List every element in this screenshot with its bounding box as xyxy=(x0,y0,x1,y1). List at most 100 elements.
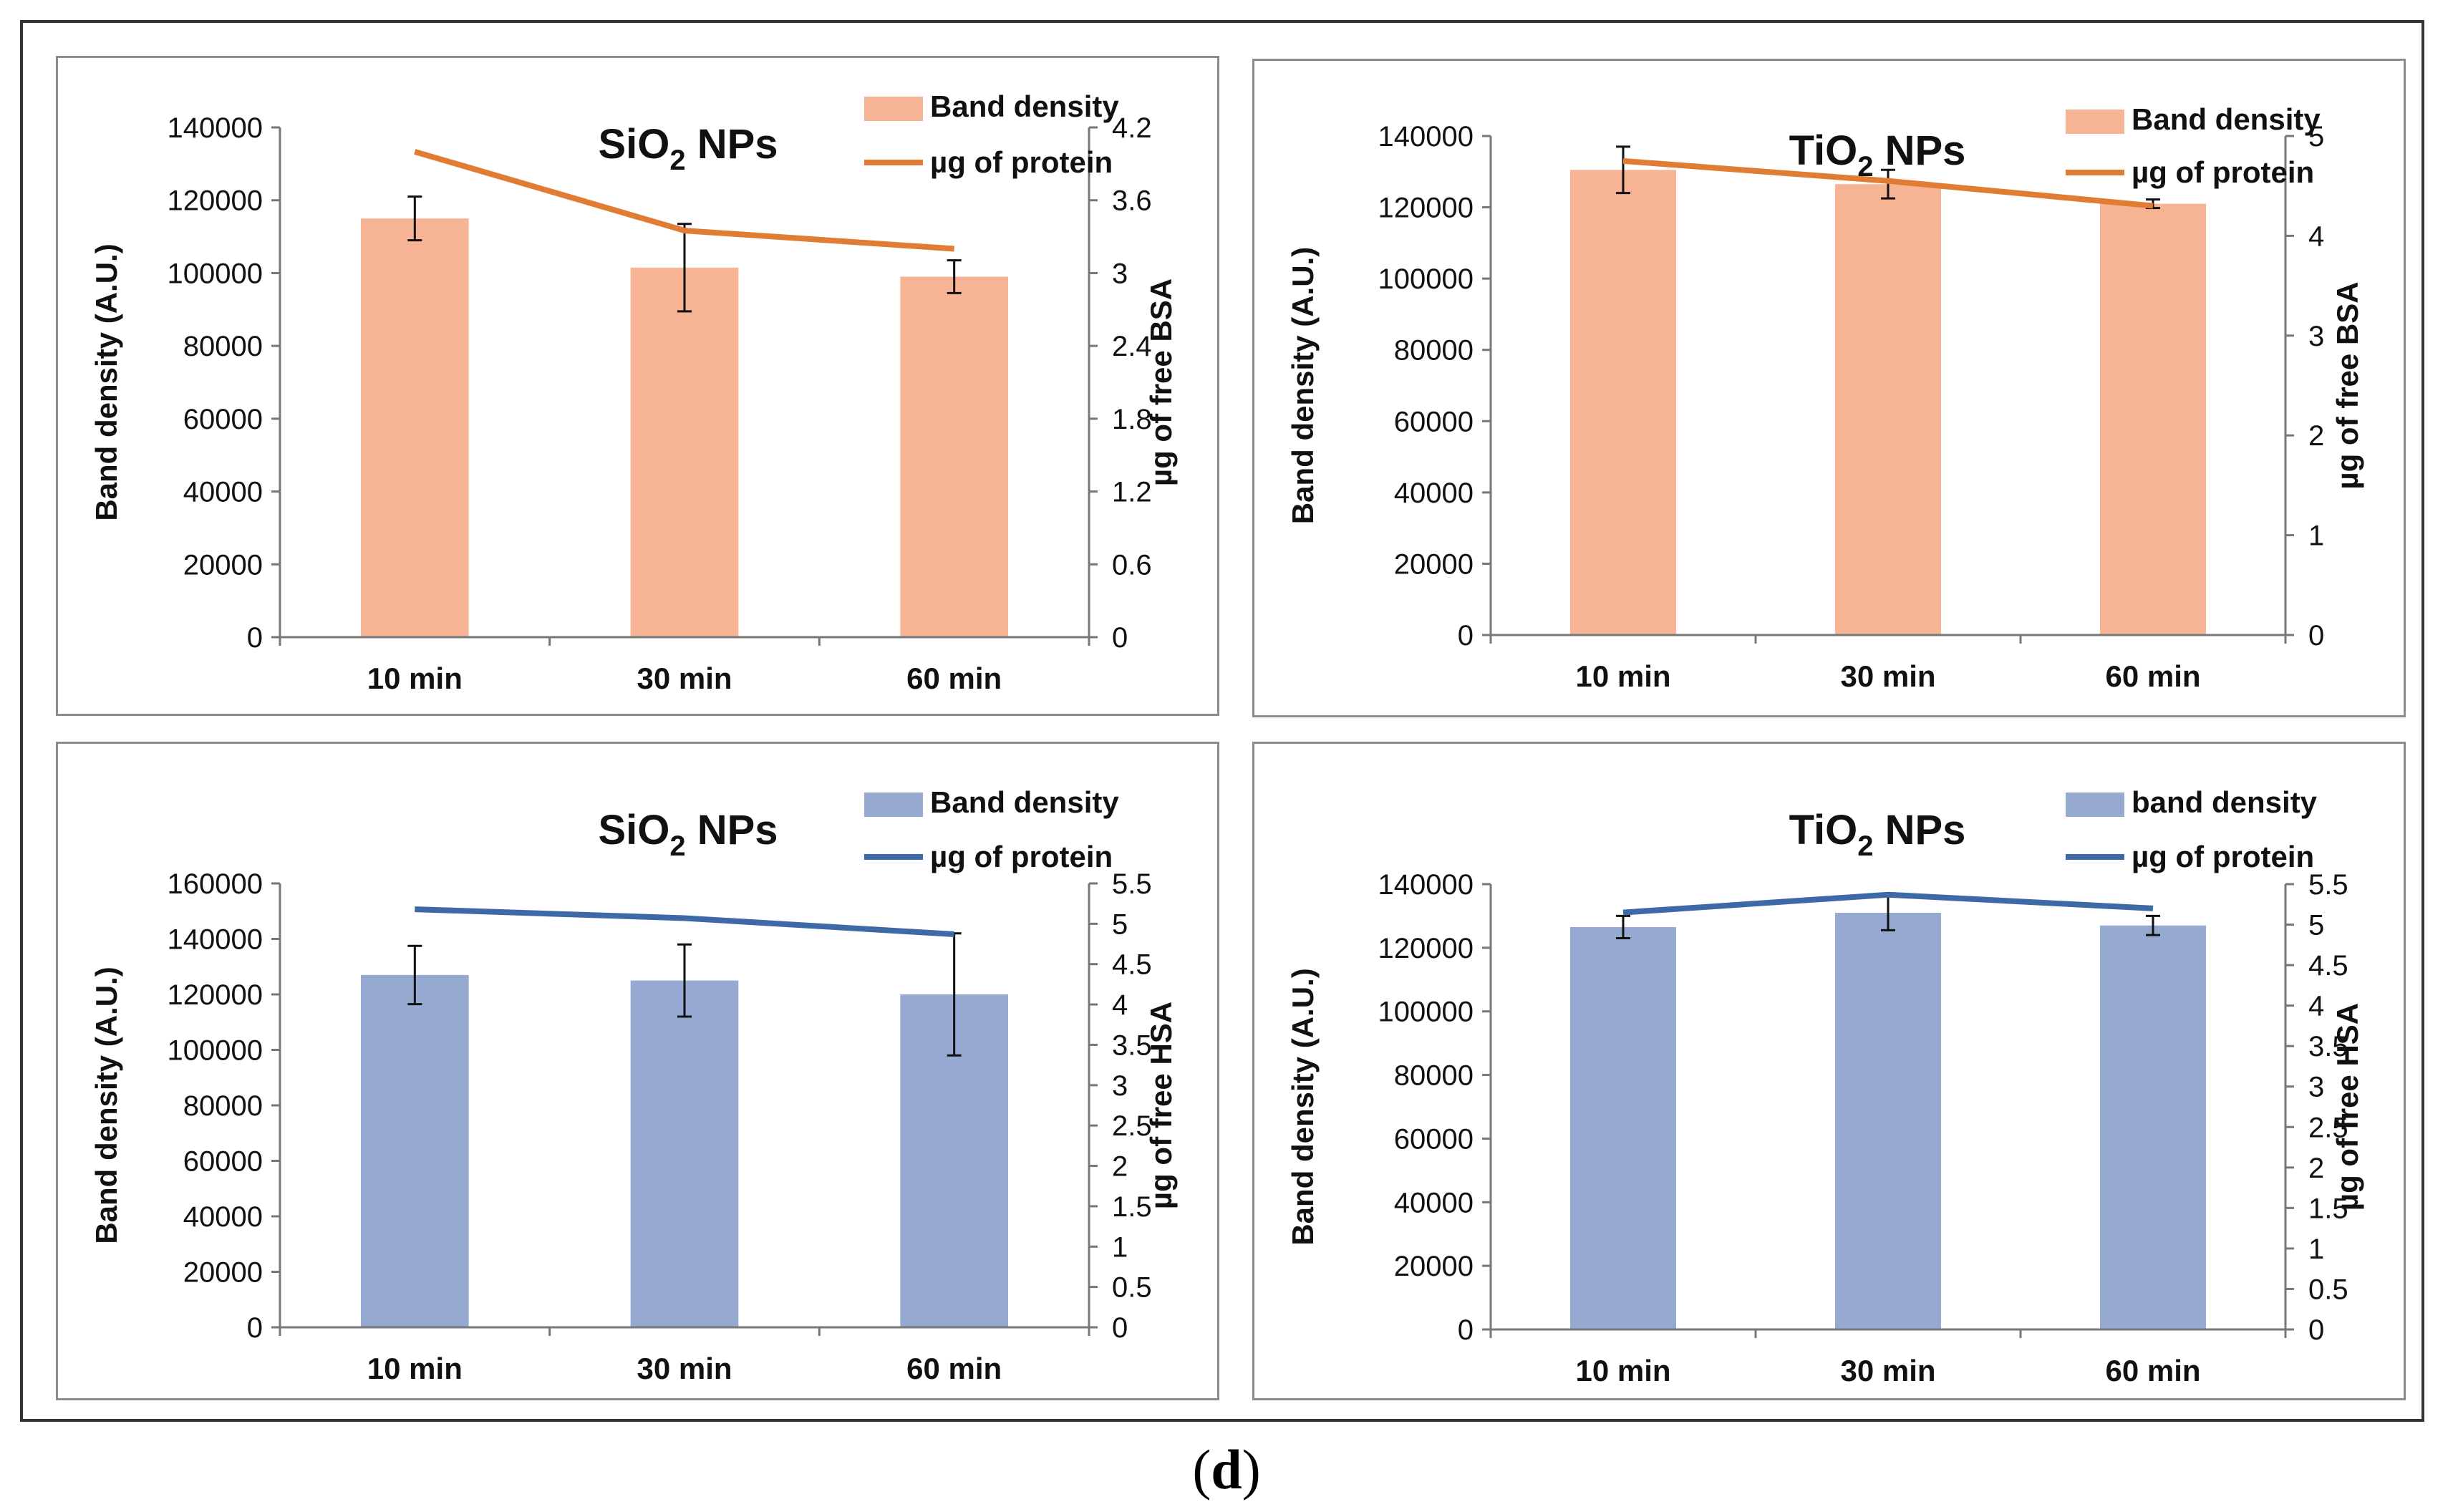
y2-tick-label: 3 xyxy=(1112,1070,1128,1102)
figure-label-letter: d xyxy=(1211,1438,1242,1501)
y2-axis-title: µg of free BSA xyxy=(1144,278,1178,486)
x-tick-label: 30 min xyxy=(1840,659,1935,693)
x-tick-label: 60 min xyxy=(906,662,1002,695)
bar-30-min xyxy=(1835,912,1941,1329)
y2-tick-label: 1 xyxy=(2308,520,2324,552)
y-tick-label: 40000 xyxy=(183,477,263,508)
y-tick-label: 40000 xyxy=(183,1201,263,1233)
y-tick-label: 40000 xyxy=(1394,1187,1474,1218)
error-bar-30-min xyxy=(1881,168,1895,200)
bar-30-min xyxy=(630,267,739,637)
y2-tick-label: 1.2 xyxy=(1112,477,1152,508)
x-tick-label: 30 min xyxy=(1840,1354,1935,1387)
y-tick-label: 60000 xyxy=(1394,406,1474,437)
y-tick-label: 100000 xyxy=(1378,263,1474,295)
bar-10-min xyxy=(1570,170,1676,635)
error-bar-10-min xyxy=(1616,145,1630,195)
chart-title-tail: NPs xyxy=(686,807,778,853)
chart-title-subscript: 2 xyxy=(1857,151,1873,183)
x-tick-label: 60 min xyxy=(906,1352,1002,1385)
protein-line xyxy=(415,906,954,938)
bar-60-min xyxy=(2100,925,2206,1329)
legend-swatch-bar xyxy=(2066,793,2124,817)
y-tick-label: 80000 xyxy=(1394,335,1474,367)
chart-title: TiO2 NPs xyxy=(1789,127,1966,183)
y2-tick-label: 3 xyxy=(2308,321,2324,352)
chart-title-main: SiO xyxy=(598,121,669,168)
y-tick-label: 100000 xyxy=(168,1035,263,1067)
y2-tick-label: 0.6 xyxy=(1112,549,1152,581)
error-bar-60-min xyxy=(2146,914,2160,936)
y2-axis-title: µg of free HSA xyxy=(2331,1003,2364,1211)
figure-label-open: ( xyxy=(1192,1438,1211,1501)
x-tick-label: 30 min xyxy=(637,662,732,695)
x-tick-label: 60 min xyxy=(2105,659,2200,693)
y2-tick-label: 3.5 xyxy=(2308,1031,2348,1062)
bar-60-min xyxy=(900,276,1008,637)
y-tick-label: 60000 xyxy=(183,1146,263,1178)
y2-tick-label: 4.5 xyxy=(1112,949,1152,981)
error-bar-60-min xyxy=(947,259,962,294)
y2-tick-label: 4 xyxy=(2308,991,2324,1022)
bar-10-min xyxy=(361,218,469,638)
chart-title-main: TiO xyxy=(1789,127,1858,174)
y2-tick-label: 3.6 xyxy=(1112,185,1152,217)
y2-tick-label: 5 xyxy=(1112,908,1128,940)
protein-line xyxy=(1622,158,2154,209)
y2-tick-label: 2 xyxy=(2308,1153,2324,1184)
y-tick-label: 20000 xyxy=(1394,1251,1474,1282)
y-tick-label: 160000 xyxy=(168,868,263,900)
x-tick-label: 10 min xyxy=(367,662,463,695)
legend-label-line: µg of protein xyxy=(2132,155,2314,189)
y-tick-label: 60000 xyxy=(1394,1123,1474,1155)
y2-tick-label: 0 xyxy=(1112,1312,1128,1344)
y2-tick-label: 4 xyxy=(1112,989,1128,1021)
error-bar-30-min xyxy=(677,223,692,313)
bar-10-min xyxy=(1570,926,1676,1329)
chart-title-main: TiO xyxy=(1789,807,1858,853)
y-tick-label: 20000 xyxy=(183,1257,263,1289)
panel-sio2-bsa: 0 20000 40000 60000 80000 100000 120000 140000 0… xyxy=(56,56,1219,716)
y2-tick-label: 0 xyxy=(1112,622,1128,654)
y-tick-label: 80000 xyxy=(183,1090,263,1122)
error-bar-30-min xyxy=(677,943,692,1018)
chart-title: TiO2 NPs xyxy=(1789,807,1966,862)
protein-line xyxy=(414,149,954,252)
bar-30-min xyxy=(1835,184,1941,635)
chart-title-tail: NPs xyxy=(1873,807,1965,853)
x-tick-label: 30 min xyxy=(637,1352,732,1385)
y2-axis-title: µg of free BSA xyxy=(2331,281,2364,489)
x-tick-label: 60 min xyxy=(2105,1354,2200,1387)
y2-tick-label: 4.5 xyxy=(2308,950,2348,982)
y2-tick-label: 5 xyxy=(2308,910,2324,941)
y-tick-label: 100000 xyxy=(168,258,263,289)
y-tick-label: 140000 xyxy=(168,112,263,144)
y2-tick-label: 3 xyxy=(2308,1072,2324,1103)
chart-title-subscript: 2 xyxy=(669,830,685,862)
y2-tick-label: 1 xyxy=(1112,1231,1128,1263)
legend-swatch-bar xyxy=(864,793,923,817)
chart-title-tail: NPs xyxy=(686,121,778,168)
y-tick-label: 120000 xyxy=(168,185,263,217)
y2-tick-label: 3.5 xyxy=(1112,1029,1152,1061)
y-tick-label: 80000 xyxy=(183,331,263,362)
y-tick-label: 40000 xyxy=(1394,478,1474,509)
error-bar-10-min xyxy=(407,195,422,242)
y-axis-title: Band density (A.U.) xyxy=(1286,247,1320,524)
y2-tick-label: 5 xyxy=(2308,121,2324,152)
y-tick-label: 120000 xyxy=(1378,933,1474,964)
y-axis-title: Band density (A.U.) xyxy=(89,966,123,1244)
chart-title: SiO2 NPs xyxy=(598,121,778,176)
y2-tick-label: 5.5 xyxy=(1112,868,1152,900)
legend-label-line: µg of protein xyxy=(930,145,1113,179)
y-axis-title: Band density (A.U.) xyxy=(89,243,123,520)
y2-tick-label: 3 xyxy=(1112,258,1128,289)
error-bar-10-min xyxy=(407,944,422,1006)
figure-label: (d) xyxy=(0,1438,2453,1502)
bar-30-min xyxy=(630,980,739,1327)
chart-sio2-bsa: 0 20000 40000 60000 80000 100000 120000 140000 0… xyxy=(89,89,1178,695)
y-axis-title: Band density (A.U.) xyxy=(1286,968,1320,1245)
y-tick-label: 120000 xyxy=(168,979,263,1011)
y-tick-label: 140000 xyxy=(1378,869,1474,901)
y-tick-label: 120000 xyxy=(1378,193,1474,224)
